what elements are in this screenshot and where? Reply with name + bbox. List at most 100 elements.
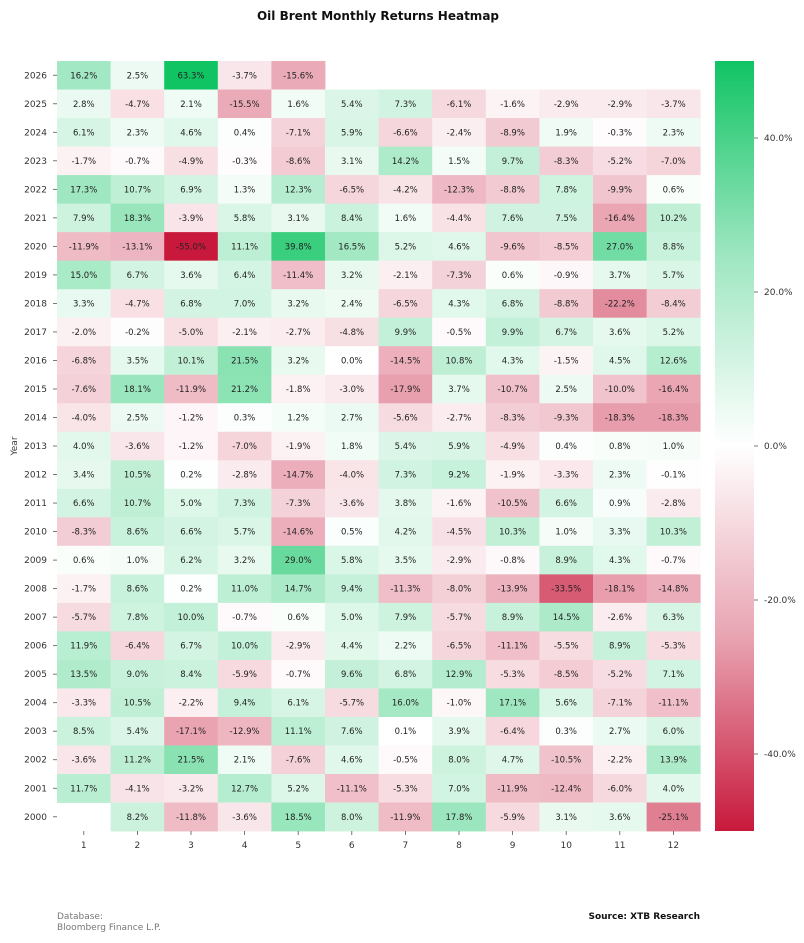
heatmap-cell — [110, 61, 165, 90]
heatmap-cell — [271, 346, 326, 376]
cell-value-label: 2.3% — [663, 128, 685, 138]
heatmap-cell — [378, 374, 433, 404]
cell-value-label: 17.3% — [70, 185, 97, 195]
cell-value-label: -8.6% — [286, 157, 311, 167]
cell-value-label: -1.9% — [500, 471, 525, 481]
cell-value-label: 2.5% — [555, 385, 577, 395]
cell-value-label: 5.9% — [341, 128, 363, 138]
cell-value-label: 1.3% — [234, 185, 256, 195]
heatmap-cell — [646, 774, 701, 803]
heatmap-cell — [646, 403, 701, 433]
cell-value-label: 5.2% — [663, 328, 685, 338]
cell-value-label: 8.6% — [127, 585, 149, 595]
cell-value-label: 0.8% — [609, 442, 631, 452]
cell-value-label: -2.0% — [71, 328, 96, 338]
cell-value-label: 6.1% — [287, 699, 309, 709]
cell-value-label: 0.3% — [234, 414, 256, 424]
cell-value-label: 3.1% — [287, 214, 309, 224]
cell-value-label: -0.9% — [554, 271, 579, 281]
heatmap-cell — [217, 403, 272, 433]
heatmap-cell — [164, 146, 219, 176]
heatmap-cell — [325, 460, 379, 490]
heatmap-cell — [432, 146, 487, 176]
cell-value-label: 5.4% — [395, 442, 417, 452]
x-tick-label: 8 — [456, 841, 462, 851]
cell-value-label: -4.5% — [447, 528, 472, 538]
heatmap-cell — [378, 802, 433, 832]
cell-value-label: -14.6% — [283, 528, 313, 538]
cell-value-label: 0.3% — [555, 727, 577, 737]
cell-value-label: 12.9% — [445, 670, 472, 680]
heatmap-cell — [485, 260, 540, 290]
heatmap-cell — [378, 346, 433, 376]
heatmap-cell — [57, 203, 111, 233]
cell-value-label: -4.0% — [71, 414, 96, 424]
cell-value-label: 2.1% — [234, 756, 256, 766]
heatmap-cell — [57, 631, 111, 661]
cell-value-label: -4.7% — [125, 100, 150, 110]
cell-value-label: 10.3% — [499, 528, 526, 538]
heatmap-cell — [485, 89, 540, 119]
cell-value-label: 12.7% — [231, 784, 258, 794]
heatmap-cell — [539, 346, 594, 376]
cell-value-label: -2.9% — [607, 100, 632, 110]
cell-value-label: -11.9% — [390, 813, 420, 823]
heatmap-cell — [646, 175, 701, 204]
heatmap-cell — [110, 802, 165, 832]
cell-value-label: 4.6% — [180, 128, 202, 138]
heatmap-cell — [432, 574, 487, 604]
cell-value-label: 10.1% — [177, 356, 204, 366]
cell-value-label: 6.7% — [180, 642, 202, 652]
heatmap-cell — [593, 374, 647, 404]
heatmap-cell — [271, 146, 326, 176]
heatmap-cell — [217, 289, 272, 319]
cell-value-label: 4.0% — [663, 784, 685, 794]
cell-value-label: 7.3% — [395, 471, 417, 481]
heatmap-cell — [271, 317, 326, 347]
cell-value-label: 3.5% — [395, 556, 417, 566]
cell-value-label: 8.9% — [555, 556, 577, 566]
heatmap-cell — [432, 545, 487, 575]
cell-value-label: 6.2% — [180, 556, 202, 566]
y-tick-label: 2014 — [24, 414, 47, 424]
heatmap-cell — [593, 431, 647, 461]
heatmap-cell — [646, 488, 701, 518]
heatmap-cell — [164, 61, 219, 90]
heatmap-cell — [164, 517, 219, 547]
heatmap-cell — [164, 774, 219, 803]
heatmap-cell — [217, 146, 272, 176]
heatmap-cell — [57, 317, 111, 347]
cell-value-label: 8.2% — [127, 813, 149, 823]
heatmap-cell — [325, 118, 379, 147]
cell-value-label: -1.7% — [71, 585, 96, 595]
cell-value-label: 6.6% — [180, 528, 202, 538]
cell-value-label: 10.7% — [124, 185, 151, 195]
heatmap-cell — [646, 517, 701, 547]
y-tick-label: 2023 — [24, 157, 47, 167]
cell-value-label: -8.4% — [661, 299, 686, 309]
heatmap-cell — [485, 716, 540, 746]
heatmap-cell — [164, 659, 219, 689]
cell-value-label: -2.1% — [232, 328, 257, 338]
x-tick-label: 7 — [403, 841, 409, 851]
cell-value-label: -8.8% — [554, 299, 579, 309]
heatmap-cell — [110, 346, 165, 376]
heatmap-cell — [432, 203, 487, 233]
cell-value-label: -8.8% — [500, 185, 525, 195]
heatmap-cell — [539, 517, 594, 547]
cell-value-label: 3.6% — [609, 813, 631, 823]
cell-value-label: -3.3% — [71, 699, 96, 709]
cell-value-label: -5.7% — [447, 613, 472, 623]
cell-value-label: 5.7% — [663, 271, 685, 281]
heatmap-cell — [217, 631, 272, 661]
heatmap-cell — [271, 774, 326, 803]
colorbar — [715, 61, 754, 831]
cell-value-label: -2.4% — [447, 128, 472, 138]
heatmap-cell — [110, 545, 165, 575]
heatmap-cell — [485, 631, 540, 661]
cell-value-label: -12.9% — [230, 727, 260, 737]
cell-value-label: -12.4% — [551, 784, 581, 794]
cell-value-label: 0.6% — [73, 556, 95, 566]
heatmap-cell — [57, 460, 111, 490]
heatmap-cell — [271, 431, 326, 461]
